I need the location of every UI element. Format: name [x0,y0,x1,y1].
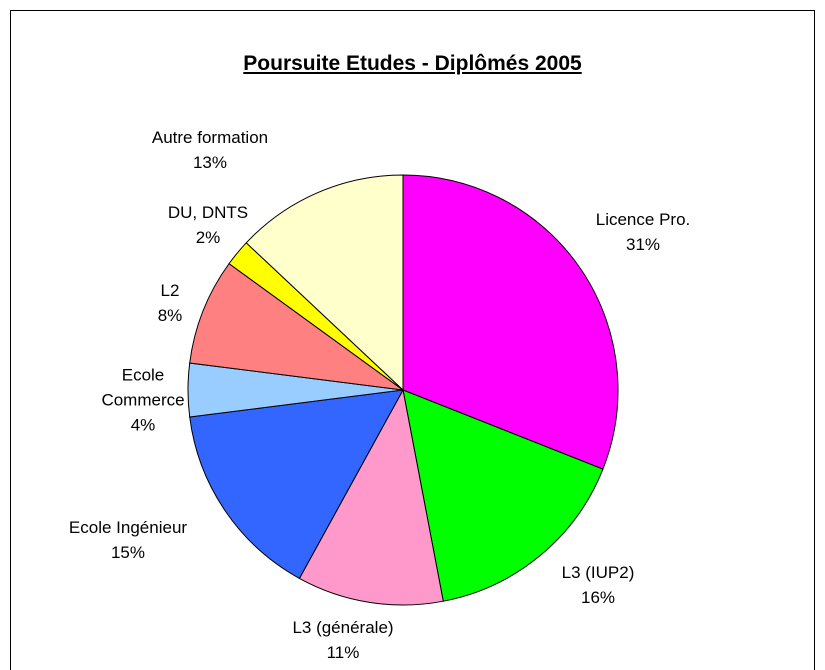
pie-slice [245,174,404,392]
slice-category: Autre formation [151,128,269,147]
slice-value-label: 4% [130,415,156,435]
slice-label: L3 (générale) 11% [292,615,393,665]
pie-slice [298,388,444,606]
slice-category: Licence Pro. [595,210,691,229]
slice-category: Ecole Ingénieur [68,518,188,537]
slice-category: DU, DNTS [167,203,249,222]
slice-label: DU, DNTS 2% [168,200,248,250]
slice-label: L2 8% [158,278,183,328]
slice-value-label: 15% [110,543,146,562]
slice-category: L2 [160,281,180,300]
slice-value-label: 2% [195,228,221,247]
slice-label: Ecole Commerce 4% [98,363,188,438]
slice-category: Ecole Commerce [101,365,185,410]
slice-label: Licence Pro. 31% [596,207,691,257]
slice-value-label: 11% [326,643,360,662]
slice-value-label: 13% [192,153,228,172]
slice-label: L3 (IUP2) 16% [562,560,635,610]
slice-category: L3 (générale) [292,618,394,637]
slice-label: Autre formation 13% [152,125,268,175]
slice-label: Ecole Ingénieur 15% [69,515,187,565]
slice-value-label: 31% [625,235,661,254]
slice-value-label: 8% [157,306,183,325]
chart-title: Poursuite Etudes - Diplômés 2005 [243,52,582,75]
pie-slice [189,262,404,391]
pie-slice [402,389,604,602]
pie-slice [402,174,619,470]
slice-category: L3 (IUP2) [561,563,635,582]
slice-value-label: 16% [580,588,616,607]
pie-slice [189,389,404,580]
